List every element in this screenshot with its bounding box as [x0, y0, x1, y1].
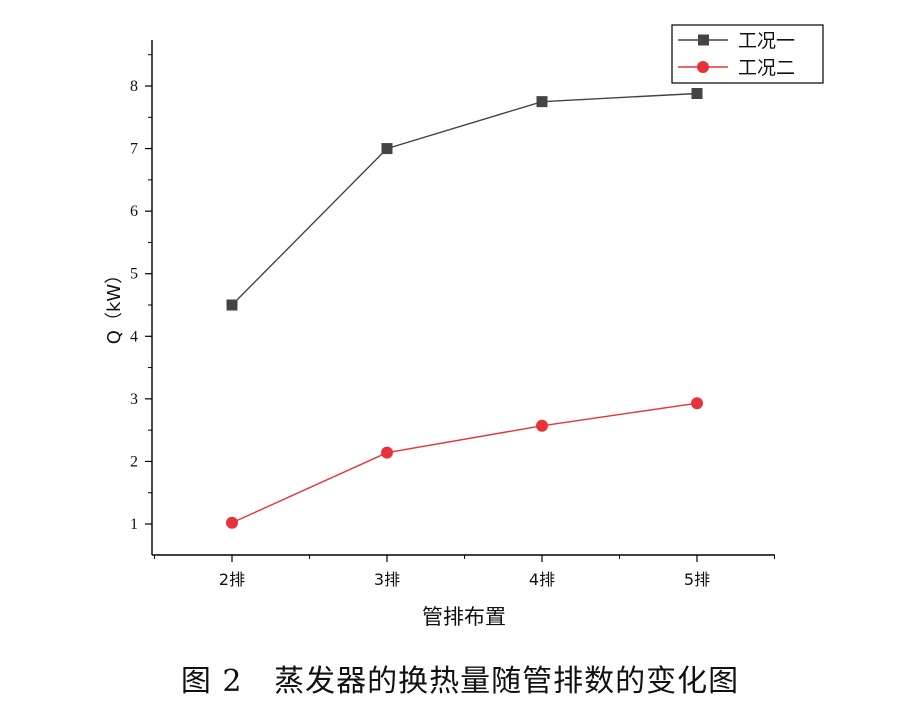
data-point [691, 88, 703, 100]
y-tick-label: 6 [130, 203, 138, 220]
series-line [231, 92, 698, 306]
y-axis-label: Q（kW） [104, 266, 125, 344]
y-tick-label: 7 [130, 141, 138, 158]
data-point [536, 419, 548, 432]
series-layer [226, 88, 703, 529]
y-tick-label: 3 [130, 391, 138, 408]
y-tick-label: 4 [130, 328, 138, 345]
x-axis-label: 管排布置 [422, 605, 506, 629]
y-tick-label: 5 [130, 266, 138, 283]
data-point [381, 143, 393, 155]
data-point [226, 299, 238, 311]
figure-caption: 图 2 蒸发器的换热量随管排数的变化图 [0, 656, 920, 700]
series-2 [226, 397, 703, 529]
data-point [226, 516, 238, 529]
legend-marker [697, 61, 709, 73]
y-tick-label: 1 [130, 516, 138, 533]
legend-item-1: 工况一 [678, 30, 795, 52]
data-point [536, 96, 548, 108]
y-tick-label: 2 [130, 453, 138, 470]
legend-label: 工况一 [738, 30, 795, 52]
data-point [381, 446, 393, 459]
series-line [231, 402, 698, 524]
x-tick-label: 3排 [374, 570, 400, 589]
figure-number: 图 2 [180, 664, 243, 699]
legend-label: 工况二 [738, 57, 795, 79]
y-tick-label: 8 [130, 78, 138, 95]
x-tick-label: 2排 [219, 570, 245, 589]
data-point [691, 397, 703, 410]
figure-caption-text: 蒸发器的换热量随管排数的变化图 [274, 664, 740, 699]
legend-marker [698, 34, 709, 46]
series-1 [226, 88, 703, 311]
x-tick-label: 5排 [684, 570, 710, 589]
legend-box [671, 24, 824, 84]
legend-item-2: 工况二 [678, 57, 795, 79]
x-tick-label: 4排 [529, 570, 555, 589]
